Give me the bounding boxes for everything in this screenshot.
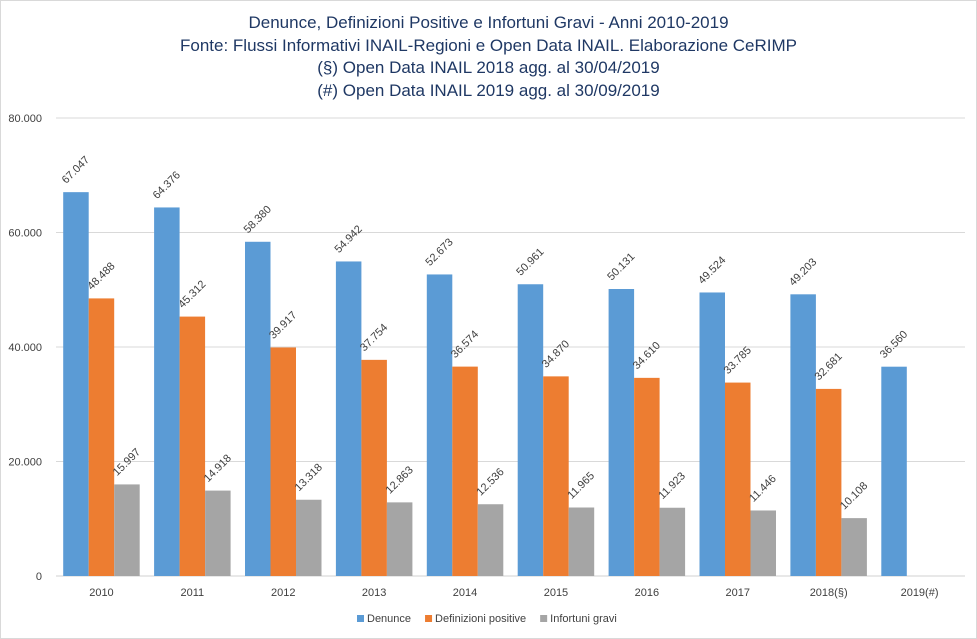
data-label-definizioni-positive-7: 33.785 — [722, 344, 754, 376]
data-label-definizioni-positive-0: 48.488 — [85, 260, 117, 292]
title-line-1: Denunce, Definizioni Positive e Infortun… — [248, 13, 729, 32]
legend-label-denunce: Denunce — [367, 613, 411, 625]
x-tick-label-0: 2010 — [89, 587, 113, 599]
x-tick-label-7: 2017 — [726, 587, 750, 599]
y-tick-label-4: 80.000 — [8, 113, 42, 125]
legend-label-definizioni-positive: Definizioni positive — [435, 613, 526, 625]
bar-definizioni-positive-0 — [88, 298, 115, 576]
data-label-infortuni-gravi-0: 15.997 — [111, 446, 143, 478]
title-line-3: (§) Open Data INAIL 2018 agg. al 30/04/2… — [317, 58, 660, 77]
y-tick-label-3: 60.000 — [8, 228, 42, 240]
bar-infortuni-gravi-0 — [114, 484, 140, 576]
bar-definizioni-positive-8 — [815, 388, 842, 576]
data-label-definizioni-positive-1: 45.312 — [176, 278, 208, 310]
bar-definizioni-positive-1 — [179, 316, 206, 576]
data-label-denunce-9: 36.560 — [878, 329, 910, 361]
data-label-denunce-3: 54.942 — [333, 223, 365, 255]
data-label-infortuni-gravi-4: 12.536 — [474, 466, 506, 498]
bar-infortuni-gravi-5 — [568, 507, 595, 576]
legend-swatch-denunce — [357, 615, 364, 622]
data-label-infortuni-gravi-1: 14.918 — [202, 452, 234, 484]
data-label-denunce-4: 52.673 — [423, 236, 455, 268]
data-label-denunce-0: 67.047 — [60, 154, 92, 186]
data-label-definizioni-positive-4: 36.574 — [449, 328, 481, 360]
data-label-infortuni-gravi-2: 13.318 — [293, 462, 325, 494]
bar-denunce-3 — [335, 261, 362, 576]
x-tick-label-8: 2018(§) — [810, 587, 848, 599]
data-label-infortuni-gravi-5: 11.965 — [565, 470, 597, 502]
legend-label-infortuni-gravi: Infortuni gravi — [550, 613, 617, 625]
data-label-definizioni-positive-5: 34.870 — [540, 338, 572, 370]
x-tick-label-3: 2013 — [362, 587, 386, 599]
bar-denunce-9 — [881, 366, 907, 576]
bar-denunce-1 — [154, 207, 180, 577]
data-label-infortuni-gravi-6: 11.923 — [656, 470, 688, 502]
bar-definizioni-positive-5 — [543, 376, 569, 576]
data-label-definizioni-positive-6: 34.610 — [631, 340, 663, 372]
data-label-infortuni-gravi-7: 11.446 — [747, 473, 779, 505]
y-tick-label-1: 20.000 — [8, 457, 42, 469]
bar-denunce-5 — [517, 284, 544, 576]
legend-swatch-definizioni-positive — [425, 615, 433, 622]
x-tick-label-6: 2016 — [635, 587, 659, 599]
bar-denunce-7 — [699, 292, 725, 576]
bar-definizioni-positive-2 — [270, 347, 296, 576]
y-tick-label-2: 40.000 — [8, 342, 42, 354]
bar-definizioni-positive-3 — [361, 359, 387, 576]
bar-denunce-0 — [63, 192, 89, 576]
data-label-infortuni-gravi-8: 10.108 — [838, 480, 870, 512]
data-label-denunce-7: 49.524 — [696, 254, 728, 286]
bar-definizioni-positive-7 — [725, 382, 751, 576]
bar-infortuni-gravi-7 — [750, 510, 776, 576]
data-label-denunce-2: 58.380 — [242, 204, 274, 236]
x-tick-label-5: 2015 — [544, 587, 568, 599]
legend-swatch-infortuni-gravi — [540, 615, 548, 622]
bar-denunce-6 — [608, 289, 635, 576]
x-tick-label-1: 2011 — [181, 587, 205, 599]
y-tick-label-0: 0 — [36, 571, 42, 583]
bar-denunce-4 — [426, 274, 453, 576]
title-line-2: Fonte: Flussi Informativi INAIL-Regioni … — [180, 35, 797, 55]
bar-denunce-2 — [245, 241, 271, 576]
x-tick-label-4: 2014 — [453, 587, 477, 599]
bar-infortuni-gravi-6 — [659, 507, 686, 576]
bar-definizioni-positive-4 — [452, 366, 478, 576]
bar-definizioni-positive-6 — [634, 377, 660, 576]
data-label-denunce-8: 49.203 — [787, 256, 819, 288]
chart-title: Denunce, Definizioni Positive e Infortun… — [0, 12, 977, 102]
title-line-4: (#) Open Data INAIL 2019 agg. al 30/09/2… — [317, 80, 660, 100]
bar-denunce-8 — [790, 294, 816, 576]
x-tick-label-9: 2019(#) — [901, 587, 939, 599]
data-label-denunce-5: 50.961 — [514, 246, 546, 278]
bar-infortuni-gravi-2 — [296, 499, 322, 576]
data-label-definizioni-positive-3: 37.754 — [358, 322, 390, 354]
x-tick-label-2: 2012 — [271, 587, 295, 599]
bar-infortuni-gravi-3 — [386, 502, 413, 576]
data-label-definizioni-positive-2: 39.917 — [267, 309, 299, 341]
bar-infortuni-gravi-8 — [841, 518, 867, 576]
data-label-definizioni-positive-8: 32.681 — [813, 351, 845, 383]
data-label-denunce-6: 50.131 — [605, 251, 637, 283]
bar-infortuni-gravi-4 — [477, 504, 504, 576]
bar-infortuni-gravi-1 — [205, 490, 231, 576]
data-label-denunce-1: 64.376 — [151, 169, 183, 201]
data-label-infortuni-gravi-3: 12.863 — [384, 464, 416, 496]
